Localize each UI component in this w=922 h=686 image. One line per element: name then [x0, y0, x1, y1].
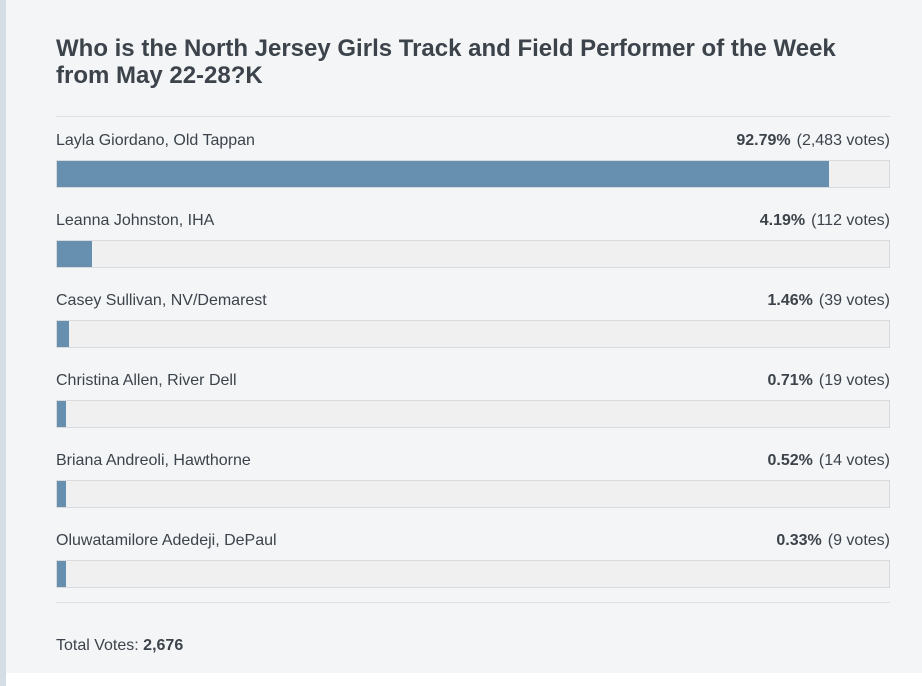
answer-label: Leanna Johnston, IHA: [56, 212, 215, 229]
result-bar-track: [56, 160, 890, 188]
answer-result: 92.79% (2,483 votes): [736, 130, 890, 152]
answer-item: Casey Sullivan, NV/Demarest 1.46% (39 vot…: [56, 290, 890, 370]
left-rail: [0, 0, 6, 686]
total-votes: Total Votes: 2,676: [56, 635, 183, 657]
answer-label: Christina Allen, River Dell: [56, 372, 237, 389]
top-divider: [56, 116, 890, 117]
answer-item: Leanna Johnston, IHA 4.19% (112 votes): [56, 210, 890, 290]
answer-result: 1.46% (39 votes): [767, 290, 890, 312]
result-bar-track: [56, 240, 890, 268]
answer-percent: 4.19%: [759, 212, 806, 229]
answer-label: Oluwatamilore Adedeji, DePaul: [56, 532, 277, 549]
answer-label: Layla Giordano, Old Tappan: [56, 132, 255, 149]
result-bar-fill: [57, 321, 69, 347]
answer-votes: (19 votes): [818, 372, 890, 389]
answer-label: Casey Sullivan, NV/Demarest: [56, 292, 267, 309]
answer-result: 0.52% (14 votes): [767, 450, 890, 472]
answer-percent: 0.71%: [767, 372, 813, 389]
answer-votes: (112 votes): [811, 212, 890, 229]
result-bar-fill: [57, 481, 66, 507]
answer-votes: (39 votes): [818, 292, 890, 309]
result-bar-track: [56, 480, 890, 508]
result-bar-track: [56, 560, 890, 588]
total-votes-label: Total Votes:: [56, 637, 139, 654]
answer-result: 0.33% (9 votes): [776, 530, 890, 552]
poll-question: Who is the North Jersey Girls Track and …: [56, 35, 836, 89]
answer-percent: 0.52%: [767, 452, 813, 469]
answer-percent: 92.79%: [736, 132, 791, 149]
poll-card: Who is the North Jersey Girls Track and …: [6, 0, 922, 673]
answer-votes: (14 votes): [818, 452, 890, 469]
answer-percent: 1.46%: [767, 292, 813, 309]
answer-votes: (9 votes): [827, 532, 890, 549]
answer-votes: (2,483 votes): [796, 132, 890, 149]
answer-result: 0.71% (19 votes): [767, 370, 890, 392]
result-bar-track: [56, 400, 890, 428]
total-votes-count: 2,676: [143, 637, 184, 654]
result-bar-track: [56, 320, 890, 348]
answer-result: 4.19% (112 votes): [760, 210, 890, 232]
answer-list: Layla Giordano, Old Tappan 92.79% (2,483 …: [56, 130, 890, 610]
result-bar-fill: [57, 561, 66, 587]
answer-percent: 0.33%: [776, 532, 822, 549]
bottom-divider: [56, 602, 890, 603]
result-bar-fill: [57, 241, 92, 267]
result-bar-fill: [57, 401, 66, 427]
answer-item: Christina Allen, River Dell 0.71% (19 vot…: [56, 370, 890, 450]
answer-label: Briana Andreoli, Hawthorne: [56, 452, 251, 469]
result-bar-fill: [57, 161, 829, 187]
answer-item: Briana Andreoli, Hawthorne 0.52% (14 vote…: [56, 450, 890, 530]
answer-item: Oluwatamilore Adedeji, DePaul 0.33% (9 vo…: [56, 530, 890, 610]
answer-item: Layla Giordano, Old Tappan 92.79% (2,483 …: [56, 130, 890, 210]
